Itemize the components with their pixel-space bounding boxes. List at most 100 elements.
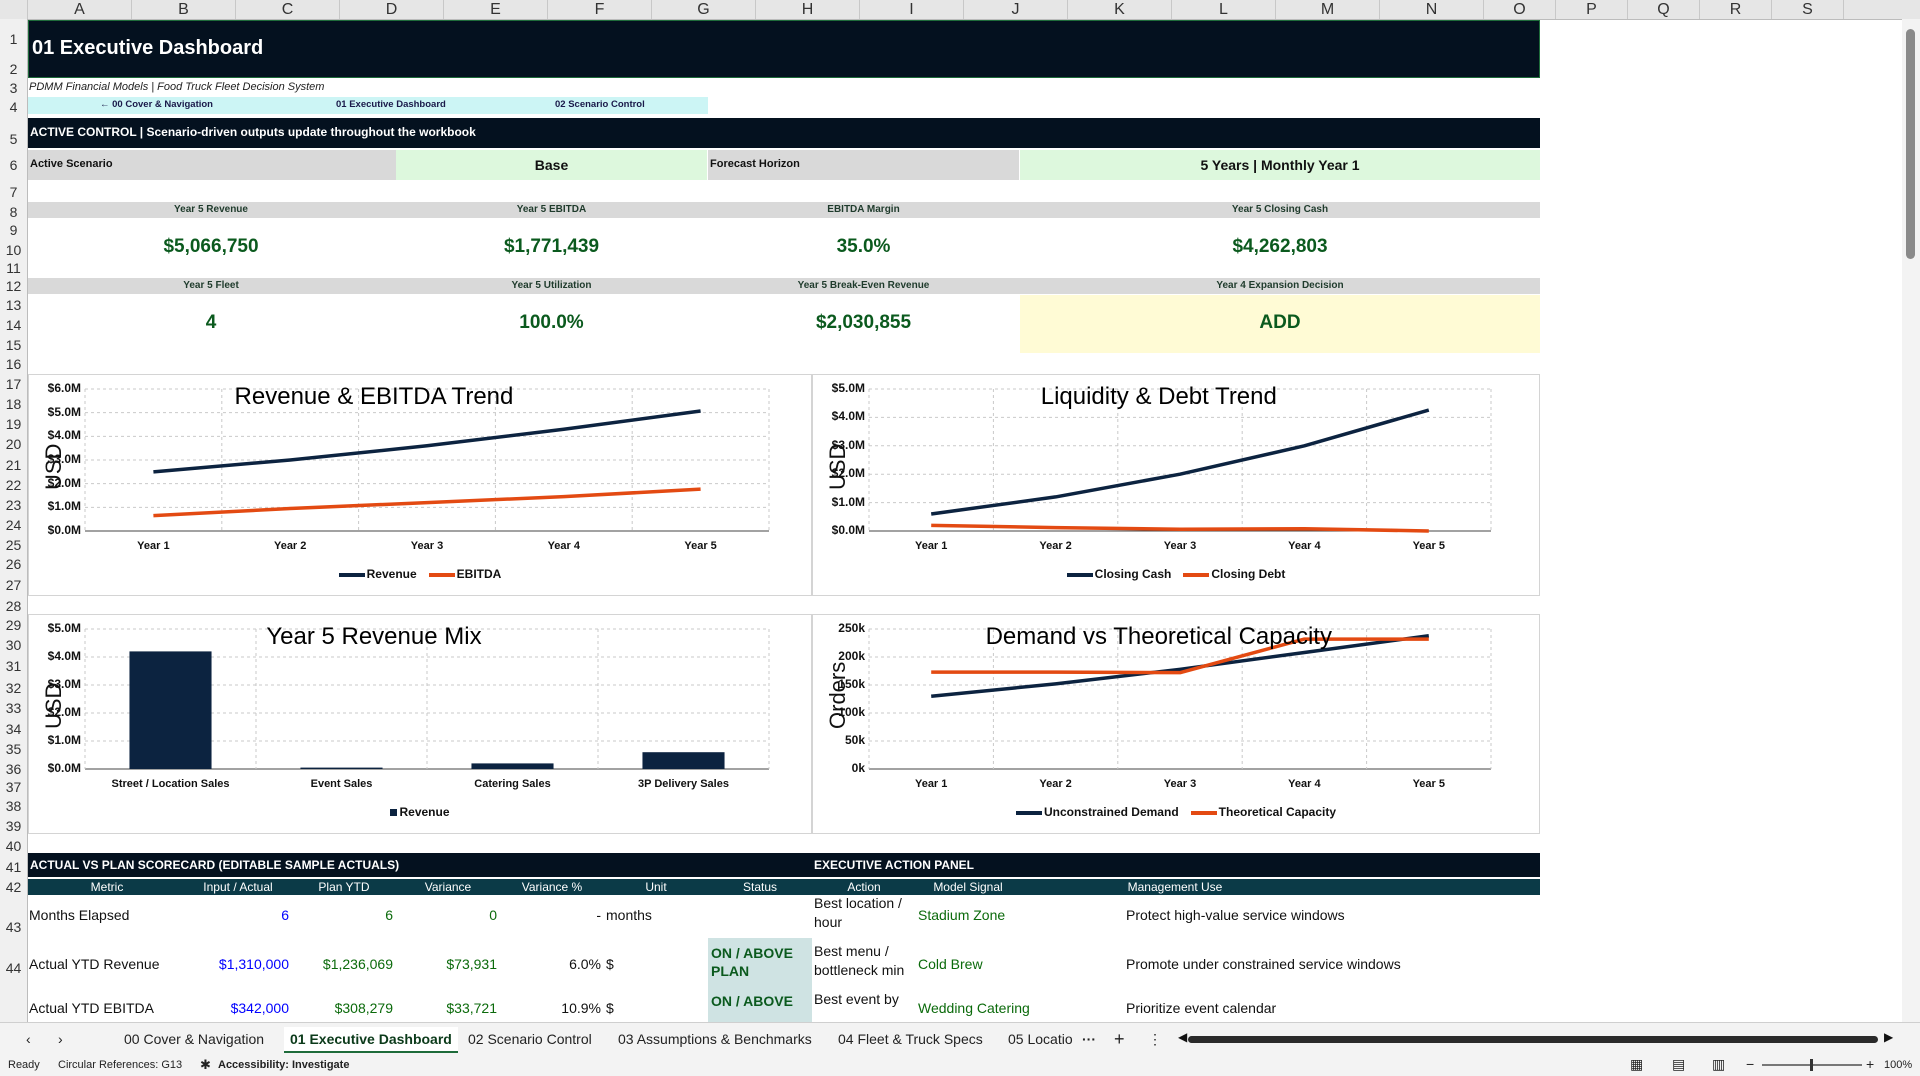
select-all-corner[interactable]: [0, 0, 28, 19]
bar[interactable]: [129, 651, 212, 769]
zoom-out-icon[interactable]: −: [1746, 1056, 1755, 1072]
column-header-f[interactable]: F: [548, 0, 652, 19]
row-header[interactable]: 14: [5, 317, 22, 333]
bar[interactable]: [471, 763, 554, 769]
row-header[interactable]: 19: [5, 416, 22, 432]
row-header[interactable]: 34: [5, 721, 22, 737]
kpi-value[interactable]: $2,030,855: [815, 312, 912, 333]
column-header-n[interactable]: N: [1380, 0, 1484, 19]
row-header[interactable]: 28: [5, 598, 22, 614]
page-break-icon[interactable]: ▥: [1712, 1056, 1726, 1072]
row-header[interactable]: 39: [5, 818, 22, 834]
tab-cover[interactable]: 00 Cover & Navigation: [124, 1031, 265, 1047]
column-header-o[interactable]: O: [1484, 0, 1556, 19]
series-line-1[interactable]: [931, 523, 1429, 533]
column-header-c[interactable]: C: [236, 0, 340, 19]
row-header[interactable]: 17: [5, 376, 22, 392]
series-line-1[interactable]: [153, 487, 701, 518]
series-line-0[interactable]: [931, 633, 1430, 698]
column-header-i[interactable]: I: [860, 0, 964, 19]
row-header[interactable]: 13: [5, 297, 22, 313]
row-header[interactable]: 44: [5, 960, 22, 976]
row-header[interactable]: 26: [5, 556, 22, 572]
revenue-ebitda-chart[interactable]: $0.0M $1.0M $2.0M $3.0M $4.0M $5.0M $6.0M Year …: [28, 374, 812, 596]
demand-capacity-chart[interactable]: 0k 50k 100k 150k 200k 250k Year 1 Year 2 Year 3 Y…: [812, 614, 1540, 834]
row-header[interactable]: 20: [5, 436, 22, 452]
row-header[interactable]: 31: [5, 658, 22, 674]
row-header[interactable]: 29: [5, 617, 22, 633]
tab-assumptions[interactable]: 03 Assumptions & Benchmarks: [618, 1031, 812, 1047]
tab-prev-icon[interactable]: ‹: [26, 1031, 31, 1047]
column-header-j[interactable]: J: [964, 0, 1068, 19]
column-header-l[interactable]: L: [1172, 0, 1276, 19]
row-header[interactable]: 41: [5, 859, 22, 875]
zoom-slider[interactable]: [1762, 1059, 1862, 1071]
tab-locations[interactable]: 05 Locatio: [1008, 1031, 1073, 1047]
row-header[interactable]: 8: [9, 204, 18, 220]
series-line-0[interactable]: [930, 408, 1430, 516]
kpi-value[interactable]: 100.0%: [519, 312, 584, 333]
row-header[interactable]: 5: [9, 131, 18, 147]
vertical-scrollbar[interactable]: [1902, 19, 1920, 1022]
status-accessibility[interactable]: Accessibility: Investigate: [218, 1059, 350, 1071]
row-header[interactable]: 32: [5, 680, 22, 696]
tab-executive-dashboard[interactable]: 01 Executive Dashboard: [284, 1027, 458, 1053]
actual-input[interactable]: $342,000: [230, 1000, 289, 1016]
row-header[interactable]: 12: [5, 278, 22, 294]
zoom-slider-thumb[interactable]: [1810, 1059, 1813, 1071]
series-line-0[interactable]: [153, 409, 701, 474]
row-header[interactable]: 9: [9, 222, 18, 238]
row-header[interactable]: 25: [5, 537, 22, 553]
series-line-1[interactable]: [931, 637, 1429, 675]
scenario-value-cell[interactable]: Base: [396, 150, 707, 180]
nav-exec-link[interactable]: 01 Executive Dashboard: [336, 99, 446, 110]
bar[interactable]: [642, 752, 725, 769]
row-header[interactable]: 30: [5, 637, 22, 653]
row-header[interactable]: 35: [5, 741, 22, 757]
horizontal-scrollbar[interactable]: ◀ ▶: [1178, 1030, 1896, 1045]
row-header[interactable]: 11: [6, 260, 21, 276]
add-sheet-icon[interactable]: +: [1114, 1029, 1125, 1049]
kpi-value[interactable]: ADD: [1259, 312, 1301, 333]
scroll-thumb[interactable]: [1906, 29, 1915, 259]
kpi-value[interactable]: $1,771,439: [503, 236, 600, 257]
column-header-r[interactable]: R: [1700, 0, 1772, 19]
more-tabs-icon[interactable]: ···: [1082, 1031, 1096, 1047]
column-header-m[interactable]: M: [1276, 0, 1380, 19]
tab-fleet-specs[interactable]: 04 Fleet & Truck Specs: [838, 1031, 983, 1047]
row-header[interactable]: 10: [5, 242, 22, 258]
column-header-q[interactable]: Q: [1628, 0, 1700, 19]
tab-scenario-control[interactable]: 02 Scenario Control: [468, 1031, 592, 1047]
row-header[interactable]: 7: [9, 184, 18, 200]
row-header[interactable]: 16: [5, 356, 22, 372]
zoom-level[interactable]: 100%: [1884, 1059, 1913, 1071]
column-header-h[interactable]: H: [756, 0, 860, 19]
liquidity-debt-chart[interactable]: $0.0M $1.0M $2.0M $3.0M $4.0M $5.0M Year 1 Year…: [812, 374, 1540, 596]
row-header[interactable]: 36: [5, 761, 22, 777]
column-header-s[interactable]: S: [1772, 0, 1844, 19]
kpi-value[interactable]: $5,066,750: [163, 236, 259, 257]
nav-cover-link[interactable]: ← 00 Cover & Navigation: [100, 99, 213, 110]
row-header[interactable]: 40: [5, 838, 22, 854]
kpi-value[interactable]: $4,262,803: [1232, 236, 1328, 257]
scroll-left-icon[interactable]: ◀: [1178, 1030, 1188, 1044]
row-header[interactable]: 22: [5, 477, 22, 493]
revenue-mix-chart[interactable]: $0.0M $1.0M $2.0M $3.0M $4.0M $5.0M Street / L…: [28, 614, 812, 834]
column-header-b[interactable]: B: [132, 0, 236, 19]
row-header[interactable]: 6: [9, 157, 18, 173]
tab-next-icon[interactable]: ›: [58, 1031, 63, 1047]
column-header-e[interactable]: E: [444, 0, 548, 19]
horizon-value-cell[interactable]: 5 Years | Monthly Year 1: [1020, 150, 1540, 180]
column-header-p[interactable]: P: [1556, 0, 1628, 19]
options-icon[interactable]: ⋮: [1148, 1031, 1162, 1047]
row-header[interactable]: 1: [9, 31, 18, 47]
kpi-value[interactable]: 35.0%: [836, 236, 891, 257]
normal-view-icon[interactable]: ▦: [1630, 1056, 1644, 1072]
nav-scenario-link[interactable]: 02 Scenario Control: [555, 99, 645, 110]
row-header[interactable]: 37: [5, 779, 22, 795]
column-header-d[interactable]: D: [340, 0, 444, 19]
row-header[interactable]: 21: [5, 457, 22, 473]
dashboard-title-bar[interactable]: 01 Executive Dashboard: [28, 20, 1540, 78]
row-header[interactable]: 42: [5, 879, 22, 895]
zoom-in-icon[interactable]: +: [1866, 1056, 1875, 1072]
